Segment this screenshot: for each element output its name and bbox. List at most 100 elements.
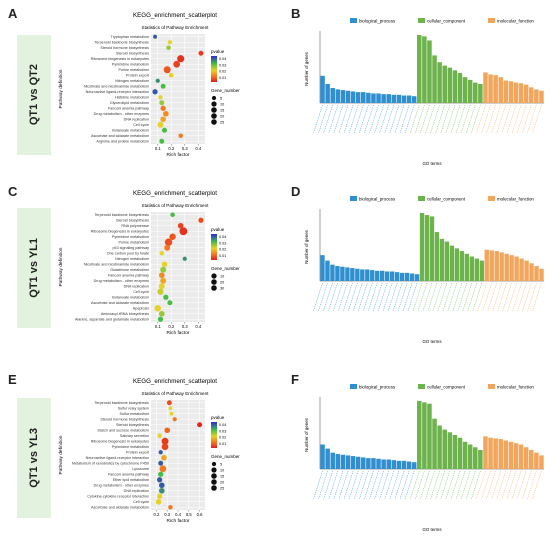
size-legend-title: Gene_number <box>211 454 240 459</box>
go-term-tick-label <box>445 104 456 134</box>
pvalue-legend-label: 0.02 <box>219 70 226 74</box>
bar <box>406 461 412 469</box>
go-term-tick-label <box>404 104 415 134</box>
comparison-label: QT1 vs YL3 <box>17 398 51 518</box>
pathway-label: Nicotinate and nicotinamide metabolism <box>84 263 149 267</box>
bar <box>417 401 422 469</box>
bar <box>330 264 335 281</box>
enrichment-point <box>152 89 158 95</box>
pvalue-legend-label: 0.02 <box>219 248 226 252</box>
enrichment-point <box>157 316 164 322</box>
bar <box>434 232 440 281</box>
go-term-tick-label <box>338 282 348 312</box>
bar <box>330 88 335 103</box>
bar <box>499 252 504 281</box>
go-term-tick-label <box>460 470 471 500</box>
bar <box>439 238 445 281</box>
go-term-tick-label <box>435 470 445 500</box>
enrichment-point <box>157 288 164 295</box>
size-legend-label: 20 <box>220 480 224 484</box>
go-term-tick-label <box>427 282 438 312</box>
panel-letter-c: C <box>8 184 18 199</box>
go-term-tick-label <box>442 282 453 312</box>
x-tick-label: 0.3 <box>164 512 170 517</box>
bar <box>345 267 350 281</box>
bar <box>473 82 478 103</box>
go-term-tick-label <box>445 470 456 500</box>
go-term-tick-label <box>460 104 471 134</box>
go-term-tick-label <box>373 282 383 312</box>
go-term-tick-label <box>364 104 374 134</box>
pvalue-legend-label: 0.01 <box>219 76 226 80</box>
bar <box>493 438 498 469</box>
bar <box>432 55 437 103</box>
bar <box>396 94 402 103</box>
size-legend-dot <box>211 461 217 467</box>
go-term-tick-label <box>359 104 369 134</box>
bar <box>345 455 351 469</box>
bar <box>457 437 463 469</box>
x-tick-label: 0.1 <box>155 146 161 151</box>
go-term-tick-label <box>387 282 398 312</box>
pathway-label: Ribosome biogenesis in eukaryotes <box>91 230 149 234</box>
legend-label: molecular_function <box>497 19 534 24</box>
x-tick-label: 0.2 <box>168 146 174 151</box>
bar <box>447 67 453 103</box>
go-term-tick-label <box>502 282 512 312</box>
go-term-tick-label <box>457 282 468 312</box>
bar <box>493 75 498 103</box>
bar <box>483 436 488 469</box>
go-term-tick-label <box>389 470 400 500</box>
bar <box>427 40 432 103</box>
pathway-label: Pyrimidine metabolism <box>112 235 149 239</box>
go-term-tick-label <box>476 104 486 134</box>
pathway-label: Nitrogen metabolism <box>115 257 149 261</box>
pathway-label: Ascorbate and aldarate metabolism <box>91 134 149 138</box>
enrichment-point <box>178 133 183 138</box>
go-term-tick-label <box>512 282 522 312</box>
size-legend-dot <box>211 467 217 473</box>
go-term-tick-label <box>516 470 527 500</box>
x-tick-label: 0.2 <box>168 324 174 329</box>
bar <box>350 91 356 103</box>
go-term-tick-label <box>532 470 542 500</box>
bar <box>376 458 381 469</box>
pathway-label: Ether lipid metabolism <box>113 478 149 482</box>
enrichment-point <box>153 34 158 39</box>
bar <box>514 256 519 281</box>
enrichment-point <box>163 66 171 74</box>
pathway-label: Sulfur metabolism <box>119 412 149 416</box>
pathway-label: Protein export <box>126 451 149 455</box>
go-term-tick-label <box>516 104 527 134</box>
y-axis-label: Pathway definition <box>58 435 64 474</box>
bar <box>406 95 412 103</box>
go-term-tick-label <box>511 470 522 500</box>
x-tick-label: 0.6 <box>197 512 203 517</box>
y-axis-label: Number of genes <box>304 417 309 451</box>
bar <box>371 93 376 103</box>
bar <box>335 89 341 103</box>
go-term-tick-label <box>447 282 458 312</box>
pathway-label: Butanoate metabolism <box>112 296 149 300</box>
enrichment-point <box>163 110 169 117</box>
bar <box>330 452 335 469</box>
enrichment-point <box>157 121 164 128</box>
x-tick-label: 0.4 <box>195 324 201 329</box>
pathway-label: Cytokine-cytokine receptor interaction <box>87 495 149 499</box>
bar <box>498 439 503 469</box>
bar <box>518 83 524 103</box>
enrichment-point <box>158 460 164 466</box>
enrichment-point <box>154 305 161 312</box>
go-term-tick-label <box>374 470 384 500</box>
go-term-tick-label <box>501 470 512 500</box>
bar <box>534 266 539 281</box>
enrichment-point <box>161 443 169 451</box>
pvalue-legend-label: 0.03 <box>219 63 226 67</box>
pathway-label: Nicotinate and nicotinamide metabolism <box>84 85 149 89</box>
enrichment-point <box>163 294 169 300</box>
enrichment-point <box>161 437 169 445</box>
enrichment-point <box>158 272 165 279</box>
x-axis-label: GO terms <box>422 161 442 166</box>
size-legend-label: 15 <box>220 108 224 112</box>
enrichment-point <box>164 427 171 434</box>
